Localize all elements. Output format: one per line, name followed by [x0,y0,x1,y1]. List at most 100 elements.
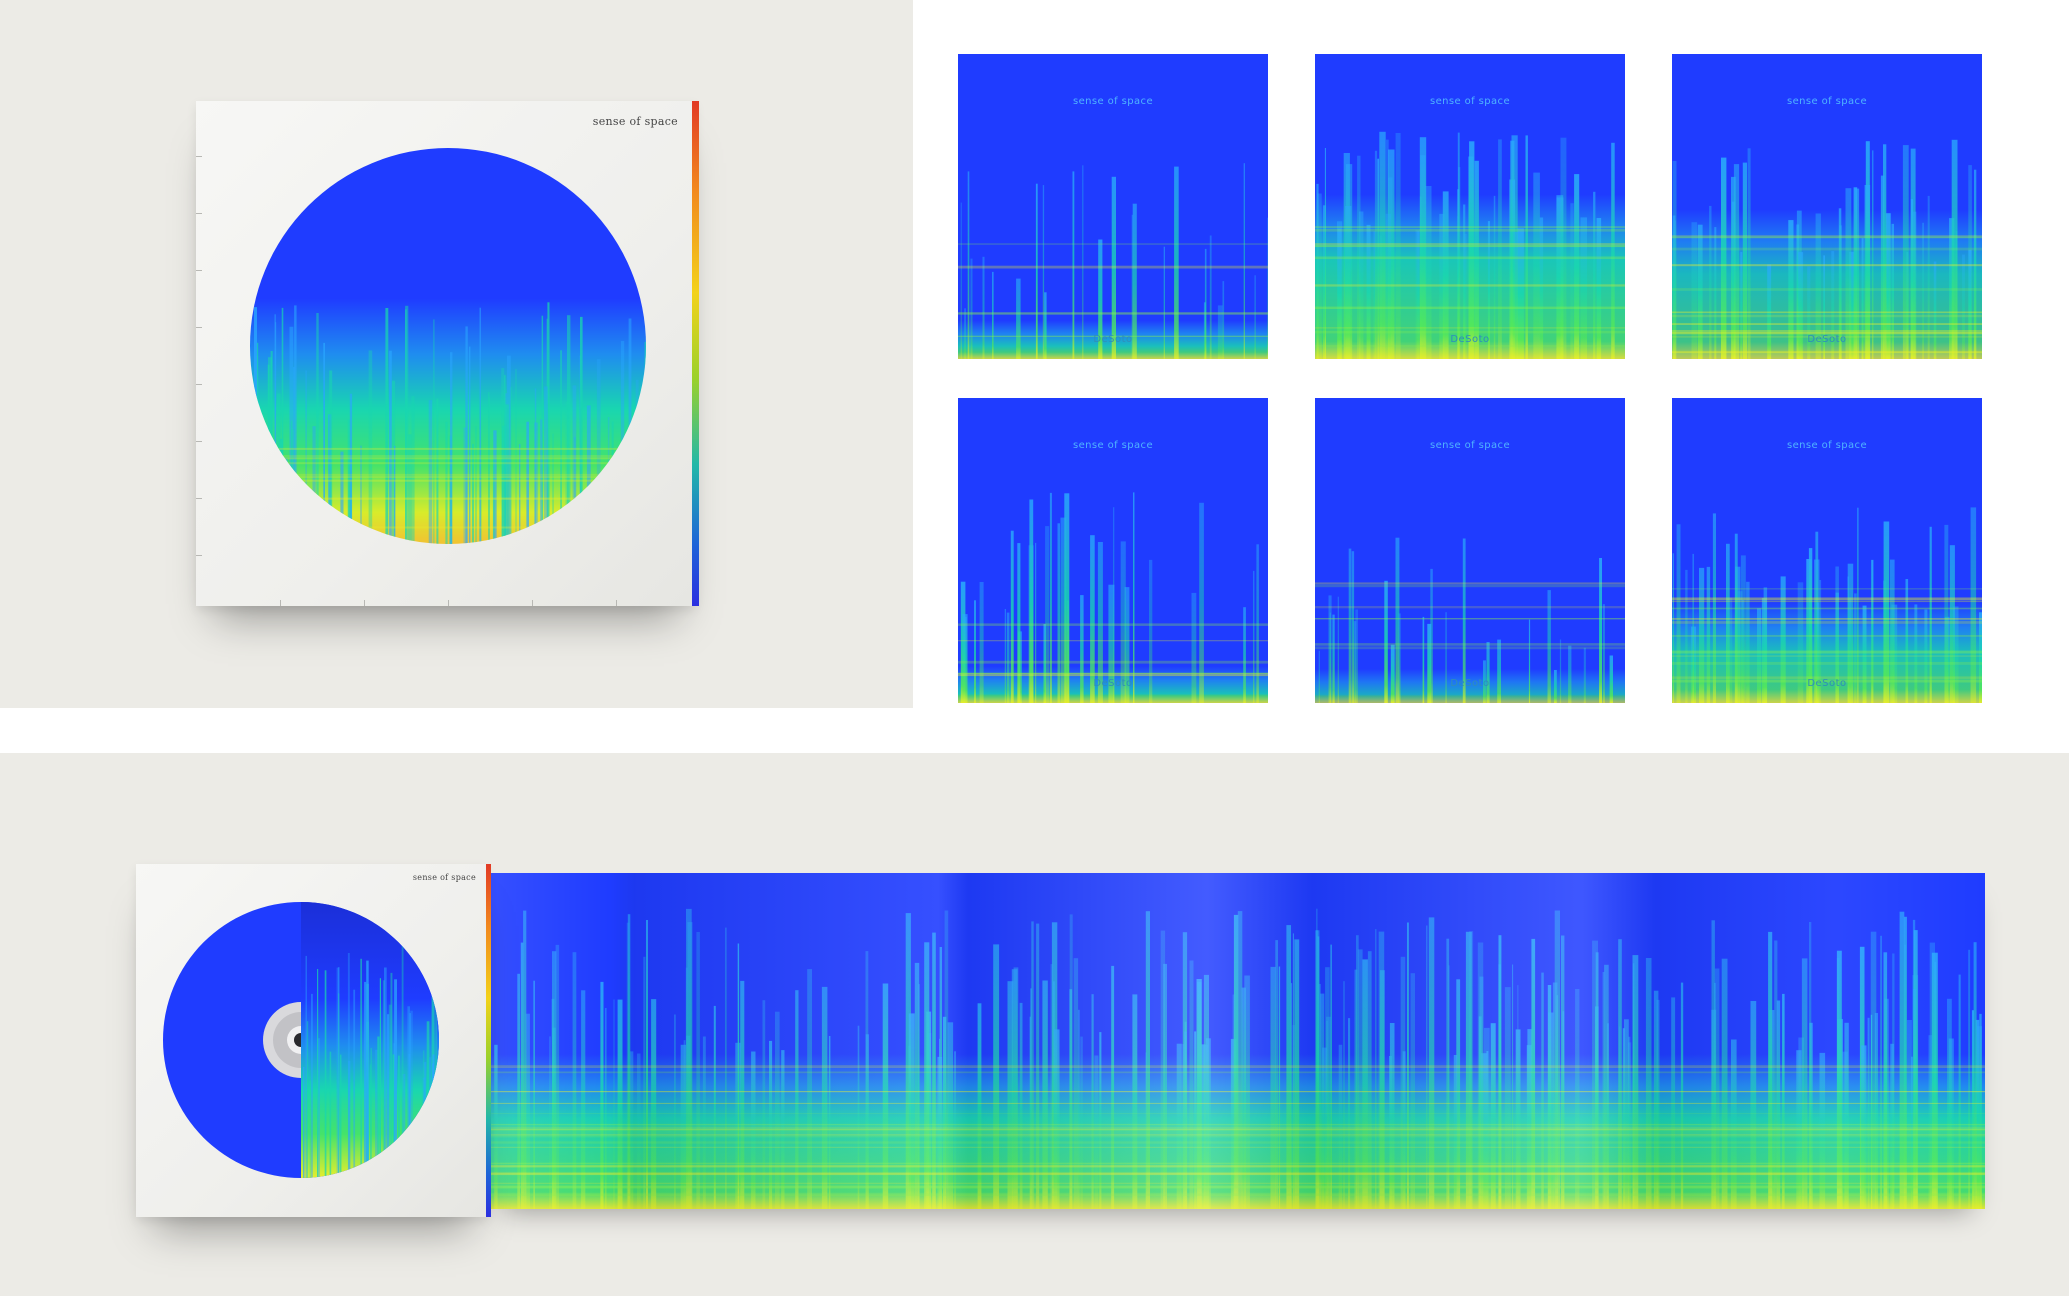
spectrogram-streak [1944,524,1949,703]
spectrogram-band [490,1130,1985,1133]
spectrogram-streak [1929,942,1935,1209]
spectrogram-streak [1807,266,1811,359]
spectrogram-streak [1402,1051,1406,1209]
spectrogram-streak [1973,942,1977,1209]
spectrogram-streak [680,1044,686,1209]
spectrogram-band [250,526,646,529]
spectrogram-streak [377,1036,380,1178]
spectrogram-streak [1316,183,1319,359]
spectrogram-streak [1568,645,1572,703]
spectrogram-tile-2: sense of space DeSoto [1315,54,1625,359]
spectrogram-streak [944,910,949,1209]
spectrogram-streak [1798,252,1804,359]
spectrogram-streak [1367,951,1372,1209]
tile-title: sense of space [1430,96,1510,107]
spectrogram-band [958,312,1268,315]
spectrogram-streak [1163,246,1165,359]
tile-credit: DeSoto [1807,678,1847,689]
spectrogram-streak [1517,985,1519,1209]
spectrogram-streak [501,425,506,544]
spectrogram-streak [523,910,527,1209]
spectrogram-band [1672,655,1982,657]
spectrogram-streak [1486,642,1490,703]
spectrogram-streak [366,960,369,1178]
spectrogram-streak [534,388,537,544]
spectrogram-streak [261,445,264,544]
spectrogram-streak [1533,172,1540,359]
spectrogram-streak [560,350,562,544]
spectrogram-streak [336,967,340,1178]
spectrogram-streak [268,357,272,544]
spectrogram-band [1672,662,1982,665]
spectrogram-streak [1256,544,1259,703]
spectrogram-band [1672,650,1982,654]
spectrogram-streak [340,451,344,544]
spectrogram-band [1672,676,1982,679]
spectrogram-streak [1016,278,1021,359]
spectrogram-streak [283,457,288,544]
spectrogram-streak [908,1013,915,1209]
spectrogram-streak [555,944,560,1209]
spectrogram-band [1672,588,1982,590]
spectrogram-streak [1316,930,1320,1209]
spectrogram-streak [1124,587,1130,703]
spectrogram-streak [1606,1023,1609,1209]
spectrogram-streak [713,1005,716,1209]
spectrogram-streak [1774,940,1778,1209]
spectrogram-streak [1182,1044,1185,1209]
spectrogram-streak [508,455,511,544]
spectrogram-streak [1516,228,1524,359]
spectrogram-streak [1426,925,1428,1209]
spectrogram-streak [504,375,506,544]
spectrogram-streak [1814,559,1820,703]
spectrogram-streak [604,1008,607,1209]
fold-shading [490,873,1985,1209]
spectrogram-streak [607,417,610,544]
spectrogram-streak [520,942,524,1209]
spectrogram-band [1672,597,1982,601]
spectrogram-streak [1036,923,1040,1209]
spectrogram-band [1315,584,1625,588]
spectrogram-streak [967,171,970,359]
spectrogram-streak [1711,1009,1717,1209]
spectrogram-streak [1328,595,1332,703]
spectrogram-streak [256,342,259,544]
spectrogram-streak [1209,235,1212,359]
spectrogram-streak [1927,195,1930,359]
spectrogram-streak [1330,944,1332,1209]
spectrogram-streak [1808,548,1813,703]
spectrogram-band [1672,351,1982,354]
spectrogram-tile-5: sense of space DeSoto [1315,398,1625,703]
spectrogram-streak [1035,183,1038,359]
spectrogram-streak [1456,979,1461,1209]
spectrogram-streak [1205,1038,1211,1209]
spectrogram-streak [1870,931,1877,1209]
spectrogram-streak [1697,224,1703,359]
edge-tick [196,213,202,214]
spectrogram-streak [1422,616,1425,703]
spectrogram-streak [1196,979,1202,1209]
spectrogram-streak [1592,940,1598,1209]
spectrogram-streak [1979,612,1982,703]
spectrogram-band [490,1141,1985,1144]
spectrogram-streak [565,401,569,544]
spectrogram-streak [1645,958,1652,1209]
spectrogram-streak [1962,254,1965,359]
spectrogram-streak [567,315,571,544]
spectrogram-streak [1217,305,1223,359]
spectrogram-tile-1: sense of space DeSoto [958,54,1268,359]
spectrogram-streak [1871,559,1874,703]
spectrogram-streak [540,419,543,544]
spectrogram-streak [1883,144,1887,359]
spectrogram-streak [572,385,577,544]
spectrogram-band [1315,643,1625,646]
spectrogram-streak [1742,162,1747,359]
tile-title: sense of space [1787,96,1867,107]
spectrogram-streak [1078,1009,1080,1209]
spectrogram-streak [435,960,437,1178]
spectrogram-streak [401,945,404,1178]
spectrogram-streak [1458,167,1461,359]
spectrogram-streak [769,1040,773,1209]
spectrogram-streak [611,421,614,544]
spectrogram-streak [329,370,333,544]
